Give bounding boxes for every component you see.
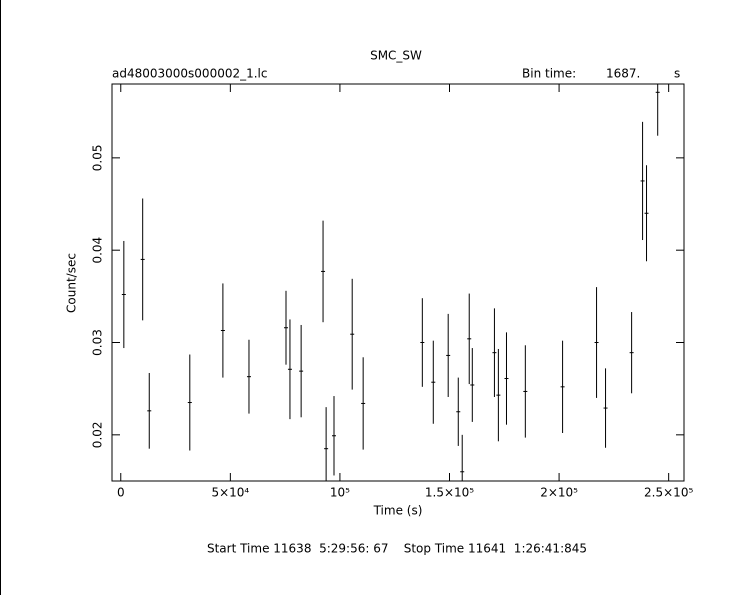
x-axis-label: Time (s) <box>373 504 423 518</box>
x-tick-label: 2×10⁵ <box>540 486 578 500</box>
x-tick-label: 1.5×10⁵ <box>425 486 474 500</box>
y-tick-label: 0.05 <box>91 145 105 172</box>
chart-title: SMC_SW <box>370 49 422 63</box>
x-tick-label: 2.5×10⁵ <box>644 486 693 500</box>
footer: Start Time 11638 5:29:56: 67 Stop Time 1… <box>207 542 587 556</box>
x-tick-label: 5×10⁴ <box>211 486 249 500</box>
file-label: ad48003000s000002_1.lc <box>112 67 268 81</box>
x-tick-label: 0 <box>117 486 125 500</box>
y-axis-label: Count/sec <box>65 253 79 313</box>
bin-label: Bin time: <box>522 67 576 81</box>
x-tick-label: 10⁵ <box>330 486 350 500</box>
data-layer <box>121 84 660 481</box>
bin-unit: s <box>674 67 680 81</box>
y-tick-label: 0.04 <box>91 237 105 264</box>
plot-frame <box>111 83 685 482</box>
bin-value: 1687. <box>606 67 640 81</box>
y-tick-label: 0.03 <box>91 329 105 356</box>
y-tick-label: 0.02 <box>91 421 105 448</box>
